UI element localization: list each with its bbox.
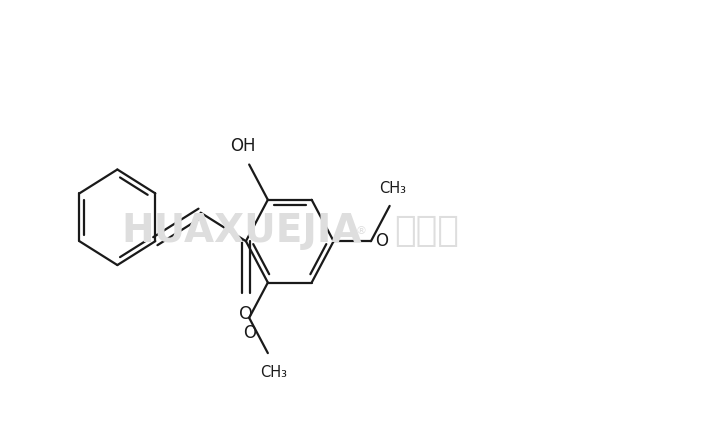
Text: CH₃: CH₃ (379, 181, 406, 196)
Text: HUAXUEJIA: HUAXUEJIA (122, 212, 362, 250)
Text: OH: OH (231, 137, 256, 155)
Text: 化学加: 化学加 (394, 214, 458, 248)
Text: O: O (239, 305, 253, 323)
Text: CH₃: CH₃ (260, 365, 288, 380)
Text: O: O (375, 232, 388, 250)
Text: ®: ® (356, 226, 367, 236)
Text: O: O (243, 324, 256, 342)
